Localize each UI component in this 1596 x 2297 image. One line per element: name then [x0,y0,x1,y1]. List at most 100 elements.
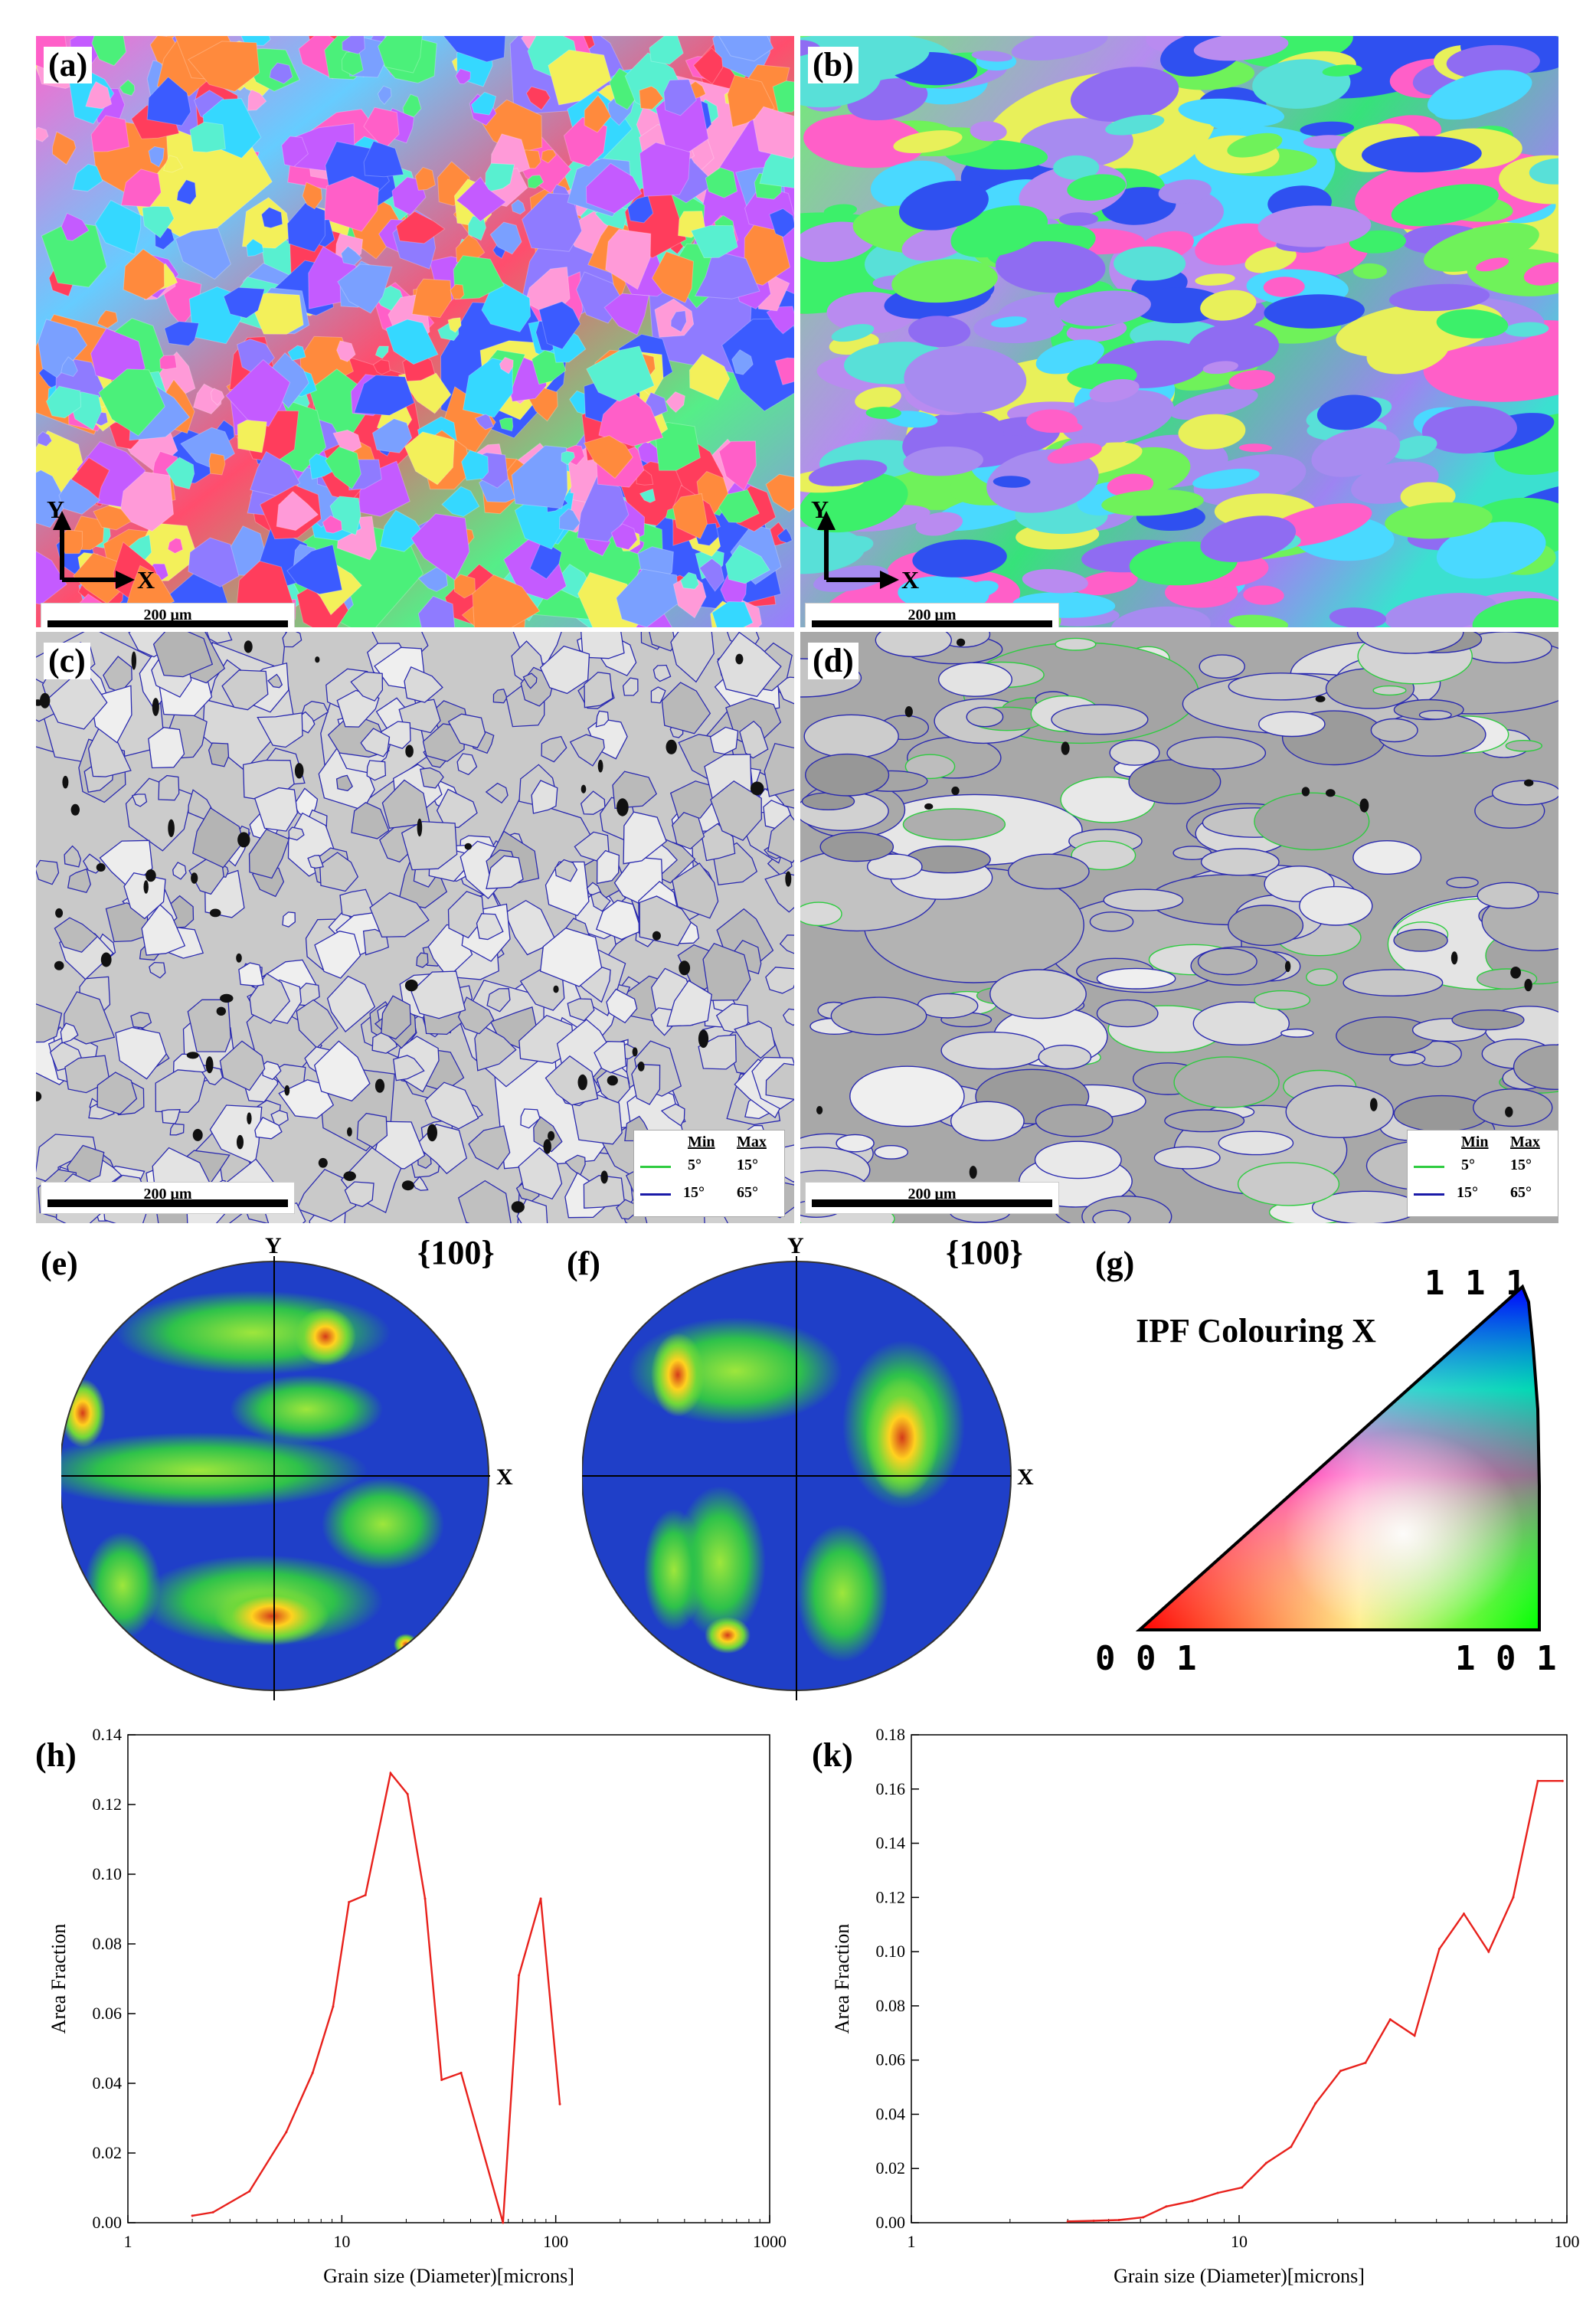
data-point [1561,1779,1564,1782]
legend-min-value: 5° [1461,1157,1475,1173]
data-point [1339,2070,1342,2073]
legend-max-header: Max [737,1134,767,1150]
legend-max-value: 65° [1510,1184,1532,1201]
data-point [1314,2102,1317,2105]
panel-label-b: (b) [808,47,859,83]
x-tick-label: 1 [124,2232,132,2251]
pole-axis-x: X [496,1464,513,1490]
boundary-map-d: (d) Min Max 5° 15° 15° 65° 200 μm [800,632,1558,1223]
chart-grain-size-k: 1 10 100 0.00 0.02 0.04 0.06 0.08 0.10 0.12 0.14 0.… [831,1725,1580,2287]
scale-bar-label: 200 μm [908,1186,957,1202]
legend-max-value: 15° [1510,1157,1532,1173]
data-point [1437,1948,1441,1951]
legend-min-value: 15° [1457,1184,1478,1201]
y-tick-label: 0.08 [93,1934,123,1953]
y-tick-label: 0.06 [93,2004,123,2023]
y-tick-label: 0.10 [876,1942,906,1961]
data-point [311,2071,314,2074]
axis-y-label: Y [47,496,65,523]
ipf-corner-111: 1 1 1 [1424,1264,1526,1303]
data-point [285,2131,288,2134]
ipf-corner-101: 1 0 1 [1455,1639,1557,1678]
pole-figure-plane-f: {100} [946,1234,1023,1271]
scale-bar-c: 200 μm [41,1182,295,1214]
data-point [518,1974,521,1977]
y-tick-label: 0.08 [876,1996,906,2015]
y-tick-label: 0.10 [93,1864,123,1883]
data-point [1487,1950,1490,1953]
data-point [1216,2191,1219,2194]
pole-axis-y: Y [787,1233,804,1258]
data-point [1066,2220,1069,2223]
misorientation-legend-d: Min Max 5° 15° 15° 65° [1407,1130,1558,1217]
panel-label-h: (h) [35,1736,77,1774]
data-point [460,2071,463,2074]
y-tick-label: 0.12 [93,1795,123,1814]
pole-axis-y: Y [265,1233,282,1258]
y-tick-label: 0.00 [876,2213,906,2232]
data-point [1413,2034,1416,2037]
data-point [364,1893,367,1896]
panel-label-d: (d) [808,643,859,679]
axis-y-label: Y [811,496,829,523]
x-axis-label: Grain size (Diameter)[microns] [323,2265,574,2287]
data-point [424,1897,427,1900]
y-tick-label: 0.04 [93,2073,123,2092]
data-point [248,2190,251,2193]
panel-label-e: (e) [41,1245,78,1282]
legend-swatch-low-angle [1414,1166,1444,1168]
grain-size-distribution-line [191,1771,561,2223]
panel-label-f: (f) [567,1245,600,1282]
data-point [1536,1779,1539,1782]
data-point [1364,2061,1367,2064]
legend-swatch-high-angle [640,1193,671,1196]
data-point [1117,2219,1120,2221]
legend-min-header: Min [1461,1134,1489,1150]
scale-bar-d: 200 μm [805,1182,1059,1214]
data-point [1388,2018,1392,2021]
data-point [406,1792,409,1795]
axis-indicator-b: Y X [811,496,934,595]
axis-x-label: X [901,566,920,594]
y-tick-label: 0.16 [876,1779,906,1798]
data-point [1264,2161,1267,2164]
grain-size-distribution-line [1068,1779,1563,2223]
legend-min-value: 5° [688,1157,702,1173]
misorientation-legend-c: Min Max 5° 15° 15° 65° [633,1130,785,1217]
y-tick-label: 0.02 [93,2143,123,2162]
ipf-map-a: (a) Y X 200 μm [36,36,794,627]
y-tick-label: 0.14 [93,1725,123,1744]
pole-figure-f: Y X [581,1233,1042,1700]
y-tick-label: 0.06 [876,2050,906,2070]
pole-figure-plane-e: {100} [417,1234,495,1271]
plot-frame [127,1734,770,2223]
legend-min-header: Min [688,1134,715,1150]
scale-bar-b: 200 μm [805,603,1059,627]
legend-min-value: 15° [683,1184,705,1201]
ipf-corner-001: 0 0 1 [1095,1639,1197,1678]
panel-label-k: (k) [812,1736,853,1774]
ipf-triangle [1135,1284,1541,1631]
data-point [1290,2145,1293,2148]
panel-label-g: (g) [1095,1245,1135,1282]
data-point [211,2210,214,2214]
boundary-map-c: (c) Min Max 5° 15° 15° 65° 200 μm [36,632,794,1223]
x-tick-label: 1 [908,2232,916,2251]
data-point [1092,2220,1095,2222]
y-tick-label: 0.14 [876,1834,906,1853]
axis-x-label: X [137,566,155,594]
legend-max-value: 65° [737,1184,758,1201]
pole-axis-x: X [1017,1464,1034,1490]
y-tick-label: 0.00 [93,2213,123,2232]
scale-bar-label: 200 μm [143,607,192,623]
data-point [1191,2200,1194,2203]
y-tick-label: 0.02 [876,2158,906,2178]
legend-max-value: 15° [737,1157,758,1173]
scale-bar-label: 200 μm [143,1186,192,1202]
x-tick-label: 10 [333,2232,350,2251]
chart-grain-size-h: 1 10 100 1000 0.00 0.02 0.04 0.06 0.08 0.10 0.12 0.… [47,1725,787,2287]
scale-bar-label: 200 μm [908,607,957,623]
plot-frame [911,1734,1568,2223]
x-axis-label: Grain size (Diameter)[microns] [1114,2265,1365,2287]
y-tick-label: 0.12 [876,1887,906,1906]
